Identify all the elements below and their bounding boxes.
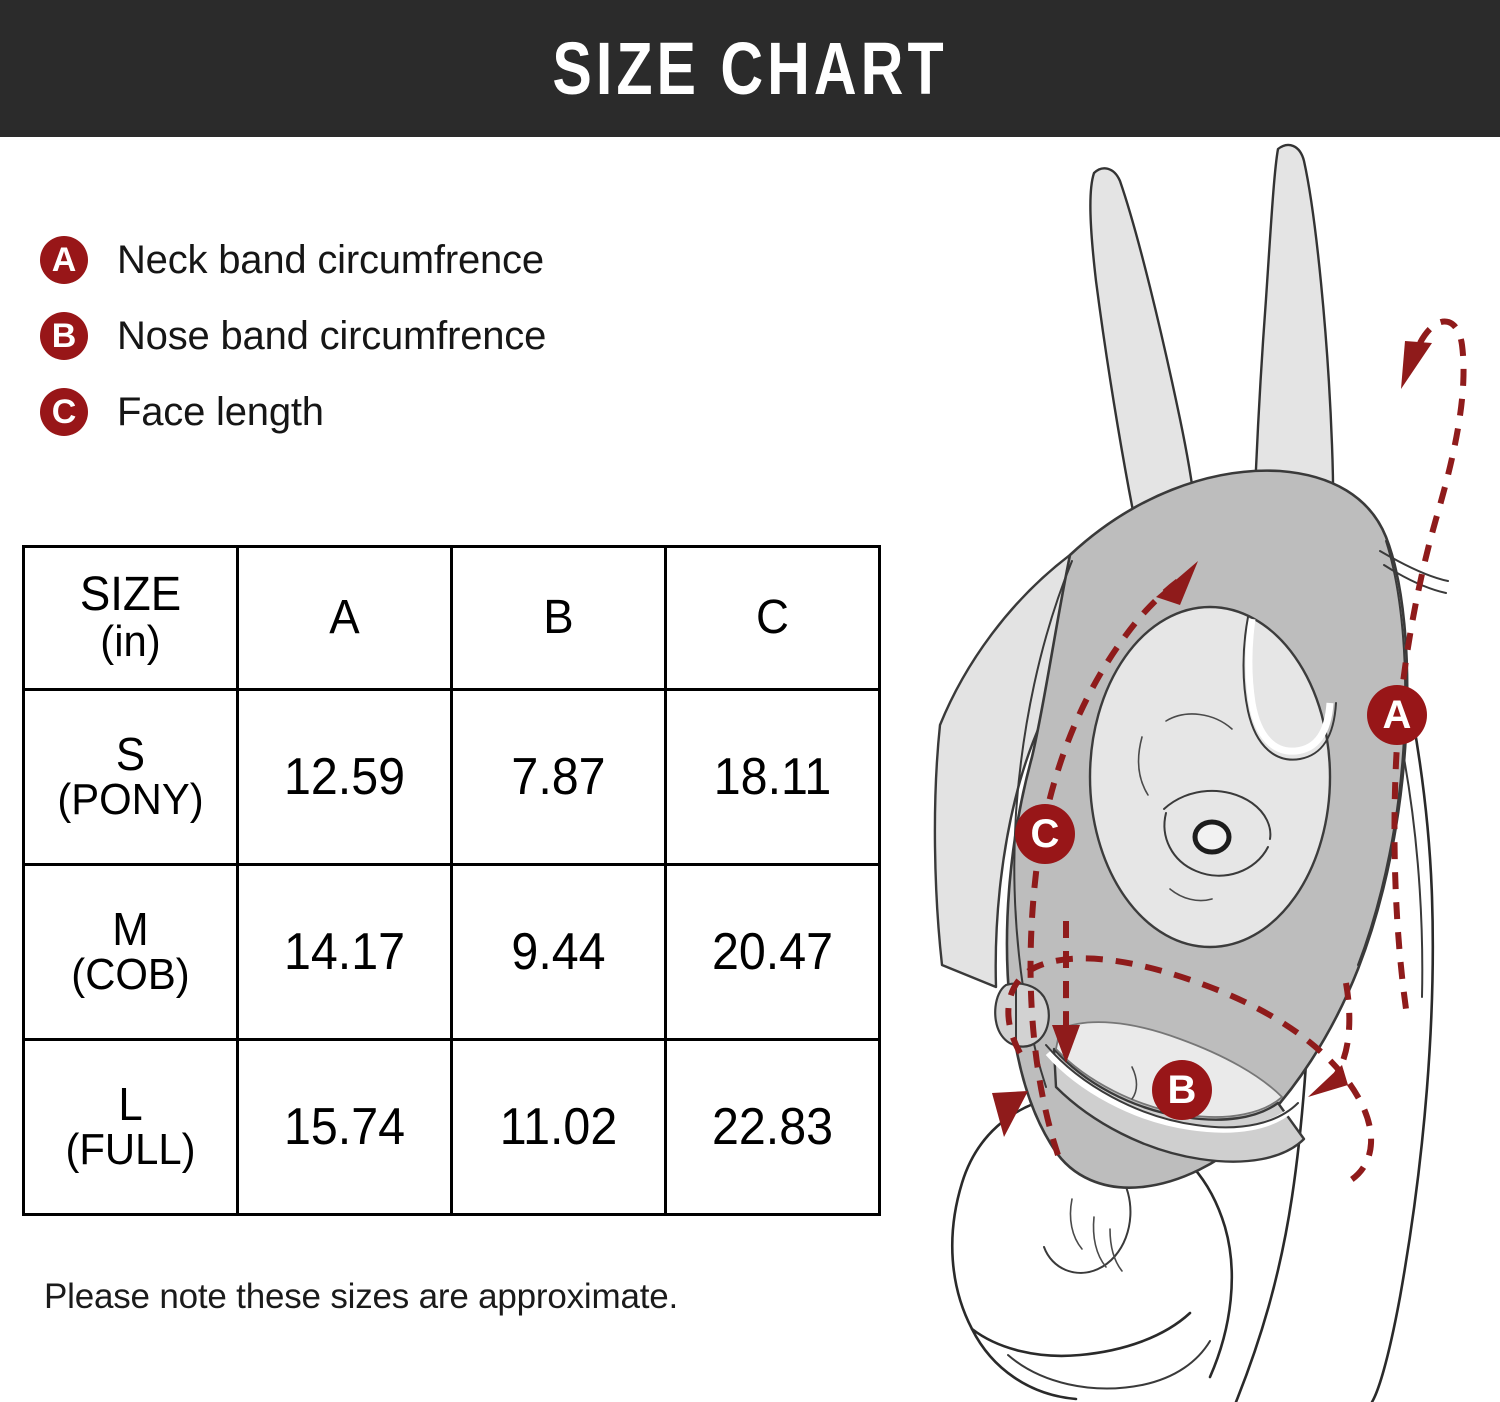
mask-eye-panel (1088, 605, 1332, 949)
row-value-b: 7.87 (450, 688, 667, 866)
table-header-size-line1: SIZE (79, 568, 182, 622)
row-size-label: L (FULL) (22, 1038, 239, 1216)
size-table: SIZE (in) A B C S (PONY) (22, 545, 881, 1216)
row-value-c: 18.11 (664, 688, 881, 866)
horse-eye (1137, 713, 1272, 902)
left-panel: A Neck band circumfrence B Nose band cir… (0, 137, 905, 1402)
legend-item-c: C Face length (40, 374, 880, 450)
badge-a-marker: A (1367, 685, 1427, 745)
badge-b-icon: B (40, 312, 88, 360)
table-row: L (FULL) 15.74 11.02 22.83 (22, 1038, 881, 1216)
row-size-line1: M (112, 903, 149, 956)
measure-line-b (992, 921, 1374, 1188)
row-size-line1: L (118, 1078, 143, 1131)
mask-side-flap (933, 553, 1128, 989)
legend-label-a: Neck band circumfrence (117, 237, 544, 282)
row-value-a: 12.59 (236, 688, 453, 866)
row-size-line1: S (115, 728, 146, 781)
legend-label-c: Face length (117, 389, 324, 434)
mask-buckle-tab (994, 982, 1050, 1048)
mask-ear-opening (1245, 618, 1334, 755)
badge-c-icon: C (40, 388, 88, 436)
table-header-c-label: C (756, 590, 789, 644)
footnote-text: Please note these sizes are approximate. (44, 1277, 679, 1316)
table-header-a-label: A (329, 590, 360, 644)
table-header-size-line2: (in) (100, 617, 161, 667)
row-value-c: 20.47 (664, 863, 881, 1041)
header-bar: SIZE CHART (0, 0, 1500, 137)
svg-text:C: C (1031, 812, 1060, 856)
row-size-line2: (COB) (71, 950, 190, 1000)
legend-item-b: B Nose band circumfrence (40, 298, 880, 374)
table-header-row: SIZE (in) A B C (22, 545, 881, 691)
row-value-b: 9.44 (450, 863, 667, 1041)
svg-text:A: A (1383, 693, 1412, 737)
measure-line-a (1391, 318, 1467, 1010)
table-header-a: A (236, 545, 453, 691)
row-size-line2: (FULL) (65, 1125, 196, 1175)
row-size-line2: (PONY) (57, 775, 204, 825)
row-value-a: 14.17 (236, 863, 453, 1041)
badge-b-marker: B (1152, 1060, 1212, 1120)
table-row: S (PONY) 12.59 7.87 18.11 (22, 688, 881, 866)
table-header-b-label: B (543, 590, 574, 644)
page-title: SIZE CHART (552, 26, 948, 110)
row-size-label: S (PONY) (22, 688, 239, 866)
row-value-c: 22.83 (664, 1038, 881, 1216)
table-row: M (COB) 14.17 9.44 20.47 (22, 863, 881, 1041)
row-size-label: M (COB) (22, 863, 239, 1041)
legend-item-a: A Neck band circumfrence (40, 222, 880, 298)
table-header-b: B (450, 545, 667, 691)
row-value-a: 15.74 (236, 1038, 453, 1216)
row-value-b: 11.02 (450, 1038, 667, 1216)
svg-text:B: B (1168, 1068, 1197, 1112)
badge-c-marker: C (1015, 804, 1075, 864)
measure-line-c (1027, 561, 1198, 1156)
legend-label-b: Nose band circumfrence (117, 313, 547, 358)
horse-mask-illustration: .ol{fill:none;stroke:#2a2a2a;stroke-widt… (880, 137, 1500, 1402)
fly-mask (933, 469, 1449, 1189)
table-header-size: SIZE (in) (22, 545, 239, 691)
table-header-c: C (664, 545, 881, 691)
badge-a-icon: A (40, 236, 88, 284)
legend: A Neck band circumfrence B Nose band cir… (40, 222, 880, 450)
